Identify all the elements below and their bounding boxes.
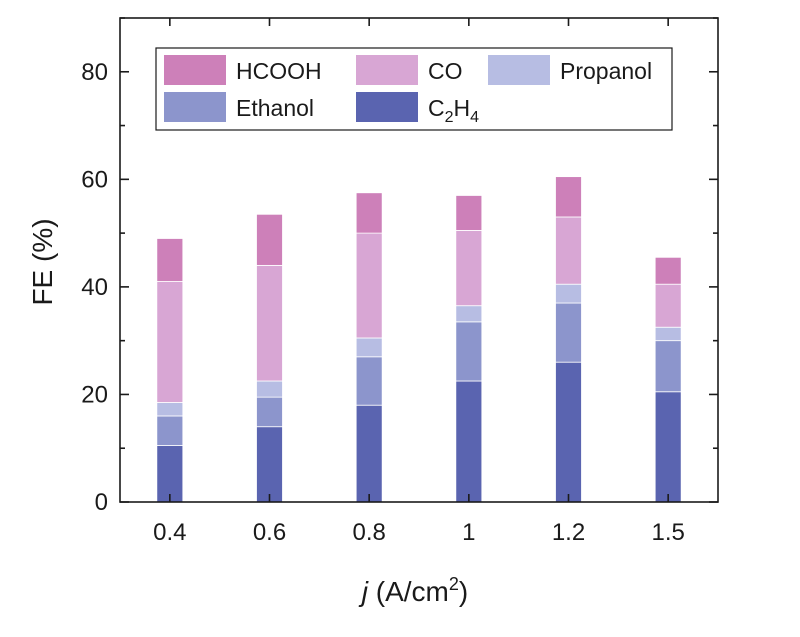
y-tick-label: 0	[95, 489, 108, 516]
x-axis-title: j (A/cm2)	[358, 574, 468, 607]
bar-hcooh-0_8	[355, 192, 383, 234]
legend-label-c2h4: C2H4	[428, 95, 479, 126]
legend-swatch-ethanol	[164, 92, 226, 122]
bar-c2h4-0_6	[256, 426, 283, 503]
x-tick-label: 1.5	[651, 519, 684, 546]
y-tick-label: 60	[81, 166, 108, 193]
bar-ethanol-1_5	[654, 340, 682, 393]
bar-co-1	[455, 230, 483, 307]
y-axis-title: FE (%)	[27, 218, 58, 305]
bar-co-0_6	[256, 264, 283, 382]
legend-label-ethanol: Ethanol	[236, 95, 314, 121]
x-tick-label: 0.6	[253, 519, 286, 546]
bar-c2h4-1_5	[654, 391, 682, 503]
bar-co-1_2	[555, 216, 582, 285]
x-tick-label: 0.4	[153, 519, 186, 546]
bar-hcooh-0_6	[256, 213, 283, 266]
bar-ethanol-0_6	[256, 396, 283, 428]
bar-propanol-1_5	[654, 326, 682, 342]
bar-propanol-0_4	[156, 402, 184, 417]
x-tick-label: 1	[462, 519, 475, 546]
y-tick-label: 80	[81, 59, 108, 86]
bar-co-0_4	[156, 281, 184, 403]
axes-group: 0 20 40 60 80 0.4 0.6 0.8 1 1.2 1.5	[81, 17, 719, 546]
bar-hcooh-0_4	[156, 238, 184, 282]
legend: HCOOH CO Propanol Ethanol C2H4	[155, 47, 673, 131]
legend-label-propanol: Propanol	[560, 58, 652, 84]
bar-propanol-0_8	[355, 337, 383, 358]
x-tick-label: 1.2	[552, 519, 585, 546]
bar-propanol-1_2	[555, 283, 582, 304]
bar-co-0_8	[355, 232, 383, 339]
bar-c2h4-1	[455, 380, 483, 503]
bar-hcooh-1_5	[654, 256, 682, 285]
bar-propanol-1	[455, 305, 483, 323]
bar-hcooh-1_2	[555, 176, 582, 218]
bar-co-1_5	[654, 283, 682, 328]
bar-c2h4-0_8	[355, 404, 383, 503]
legend-swatch-propanol	[488, 55, 550, 85]
x-tick-label: 0.8	[352, 519, 385, 546]
bar-c2h4-1_2	[555, 361, 582, 503]
bar-ethanol-1_2	[555, 302, 582, 363]
bar-ethanol-0_4	[156, 415, 184, 446]
bar-hcooh-1	[455, 195, 483, 231]
axis-titles: FE (%) j (A/cm2)	[27, 218, 468, 607]
legend-label-hcooh: HCOOH	[236, 58, 322, 84]
y-tick-label: 20	[81, 381, 108, 408]
legend-label-co: CO	[428, 58, 463, 84]
legend-swatch-hcooh	[164, 55, 226, 85]
legend-swatch-co	[356, 55, 418, 85]
bar-propanol-0_6	[256, 380, 283, 398]
legend-swatch-c2h4	[356, 92, 418, 122]
y-tick-label: 40	[81, 274, 108, 301]
bars-group	[156, 176, 682, 503]
plot-frame	[119, 17, 719, 503]
bar-ethanol-0_8	[355, 356, 383, 406]
bar-ethanol-1	[455, 321, 483, 382]
bar-c2h4-0_4	[156, 445, 184, 503]
